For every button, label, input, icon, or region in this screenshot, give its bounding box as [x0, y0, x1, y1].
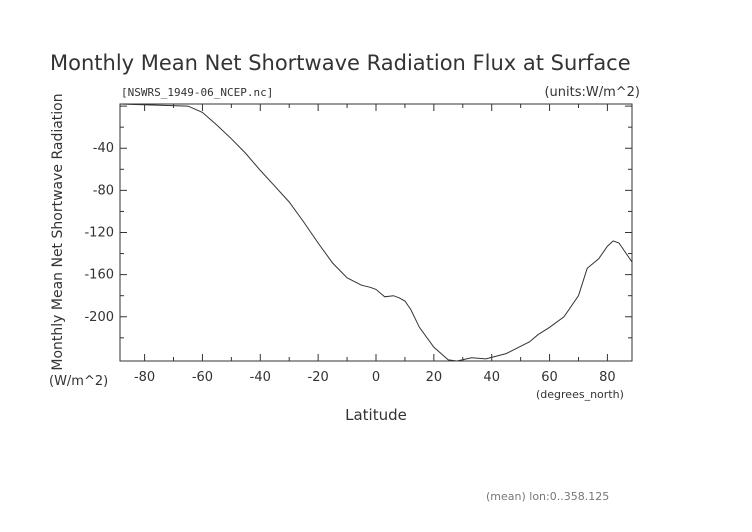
x-tick-label: -20	[308, 370, 329, 385]
chart-title: Monthly Mean Net Shortwave Radiation Flu…	[50, 51, 631, 75]
x-tick-label: 80	[599, 370, 616, 385]
x-tick-label: -40	[250, 370, 271, 385]
x-tick-labels: -80 -60 -40 -20 0 20 40 60 80	[134, 370, 616, 385]
tick-marks	[120, 104, 632, 361]
x-tick-label: 60	[541, 370, 558, 385]
file-label: [NSWRS_1949-06_NCEP.nc]	[121, 86, 273, 99]
y-axis-label: Monthly Mean Net Shortwave Radiation	[50, 93, 66, 370]
units-label: (units:W/m^2)	[544, 85, 640, 100]
y-axis-units: (W/m^2)	[49, 374, 108, 389]
series-line	[120, 104, 632, 361]
y-tick-label: -40	[93, 141, 114, 156]
y-tick-labels: -40 -80 -120 -160 -200	[84, 141, 114, 325]
x-tick-label: 0	[372, 370, 380, 385]
y-tick-label: -120	[84, 226, 114, 241]
x-axis-label: Latitude	[345, 406, 407, 424]
y-tick-label: -200	[84, 310, 114, 325]
y-tick-label: -80	[93, 183, 114, 198]
y-tick-label: -160	[84, 268, 114, 283]
footer-note: (mean) lon:0..358.125	[486, 490, 609, 503]
x-tick-label: 20	[426, 370, 443, 385]
x-tick-label: -80	[134, 370, 155, 385]
x-tick-label: 40	[483, 370, 500, 385]
x-axis-units: (degrees_north)	[536, 388, 624, 401]
plot-frame	[119, 103, 633, 362]
x-tick-label: -60	[192, 370, 213, 385]
